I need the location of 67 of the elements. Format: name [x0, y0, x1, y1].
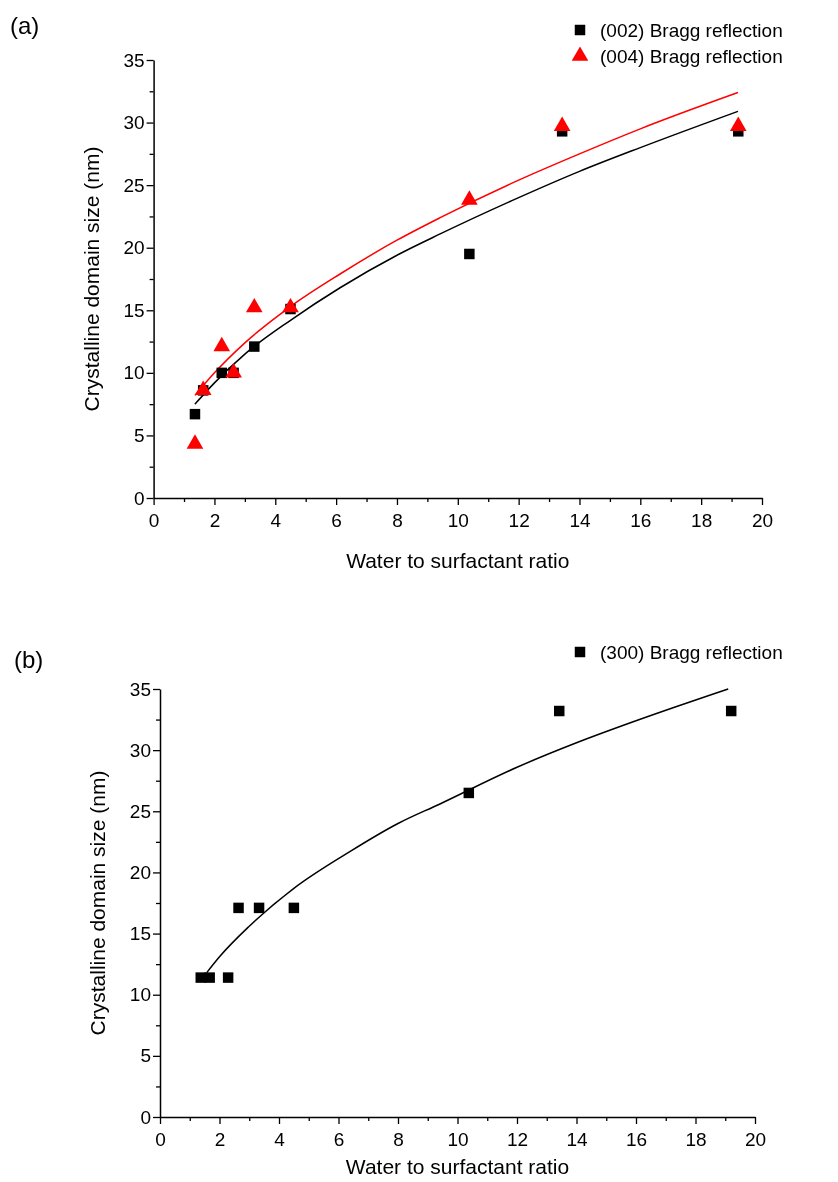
x-tick-label: 14 — [566, 1128, 588, 1150]
point — [194, 380, 212, 395]
x-tick-label: 6 — [333, 1128, 345, 1150]
x-tick-label: 2 — [214, 1128, 226, 1150]
x-tick-label: 16 — [625, 1128, 648, 1150]
y-tick-label: 20 — [129, 862, 151, 884]
point — [249, 341, 260, 352]
point — [204, 972, 215, 983]
legend-label: (300) Bragg reflection — [600, 642, 783, 663]
y-tick-label: 15 — [129, 923, 151, 945]
y-tick-label: 25 — [123, 174, 145, 196]
point — [222, 972, 234, 983]
point — [554, 705, 565, 717]
y-tick-label: 10 — [129, 984, 151, 1006]
point — [464, 248, 475, 260]
point — [213, 336, 231, 352]
point — [282, 297, 299, 313]
x-tick-label: 4 — [270, 509, 282, 531]
y-tick-label: 30 — [129, 739, 151, 761]
x-tick-label: 16 — [630, 509, 652, 531]
y-tick-label: 5 — [134, 425, 145, 447]
x-tick-label: 18 — [685, 1128, 707, 1150]
x-tick-label: 4 — [274, 1128, 286, 1150]
x-axis-title: Water to surfactant ratio — [346, 549, 570, 572]
point — [233, 902, 244, 914]
x-tick-label: 20 — [744, 1128, 767, 1150]
x-tick-label: 10 — [447, 509, 469, 531]
x-tick-label: 18 — [691, 509, 713, 531]
legend-label: (002) Bragg reflection — [600, 20, 783, 41]
point — [729, 116, 747, 131]
x-tick-label: 6 — [331, 509, 342, 531]
y-tick-label: 0 — [134, 487, 145, 509]
text: (b) — [14, 646, 44, 673]
y-tick-label: 30 — [123, 112, 145, 134]
point — [253, 902, 265, 914]
x-tick-label: 14 — [569, 509, 591, 531]
text: (a) — [10, 12, 40, 39]
x-tick-label: 8 — [393, 1128, 404, 1150]
y-tick-label: 20 — [123, 237, 145, 259]
point — [225, 362, 242, 378]
y-tick-label: 10 — [123, 362, 145, 384]
legend-label: (004) Bragg reflection — [600, 46, 783, 67]
y-axis-title: Crystalline domain size (nm) — [79, 146, 103, 412]
point — [216, 367, 227, 379]
x-tick-label: 20 — [751, 509, 774, 531]
y-tick-label: 0 — [140, 1106, 151, 1128]
point — [186, 434, 204, 449]
point — [725, 705, 737, 717]
x-tick-label: 12 — [506, 1128, 529, 1150]
y-tick-label: 5 — [140, 1045, 151, 1067]
x-tick-label: 2 — [209, 509, 221, 531]
y-tick-label: 15 — [123, 299, 145, 321]
point — [553, 116, 571, 131]
point — [189, 408, 201, 420]
x-tick-label: 0 — [155, 1128, 166, 1150]
x-tick-label: 10 — [447, 1128, 469, 1150]
y-tick-label: 35 — [123, 49, 145, 71]
point — [245, 297, 263, 313]
point — [463, 787, 475, 799]
point — [288, 902, 300, 914]
x-tick-label: 12 — [508, 509, 530, 531]
y-axis-title: Crystalline domain size (nm) — [86, 770, 109, 1036]
y-tick-label: 35 — [129, 678, 151, 700]
point — [461, 190, 478, 205]
x-tick-label: 8 — [392, 509, 403, 531]
y-tick-label: 25 — [129, 800, 151, 822]
x-axis-title: Water to surfactant ratio — [345, 1155, 570, 1178]
